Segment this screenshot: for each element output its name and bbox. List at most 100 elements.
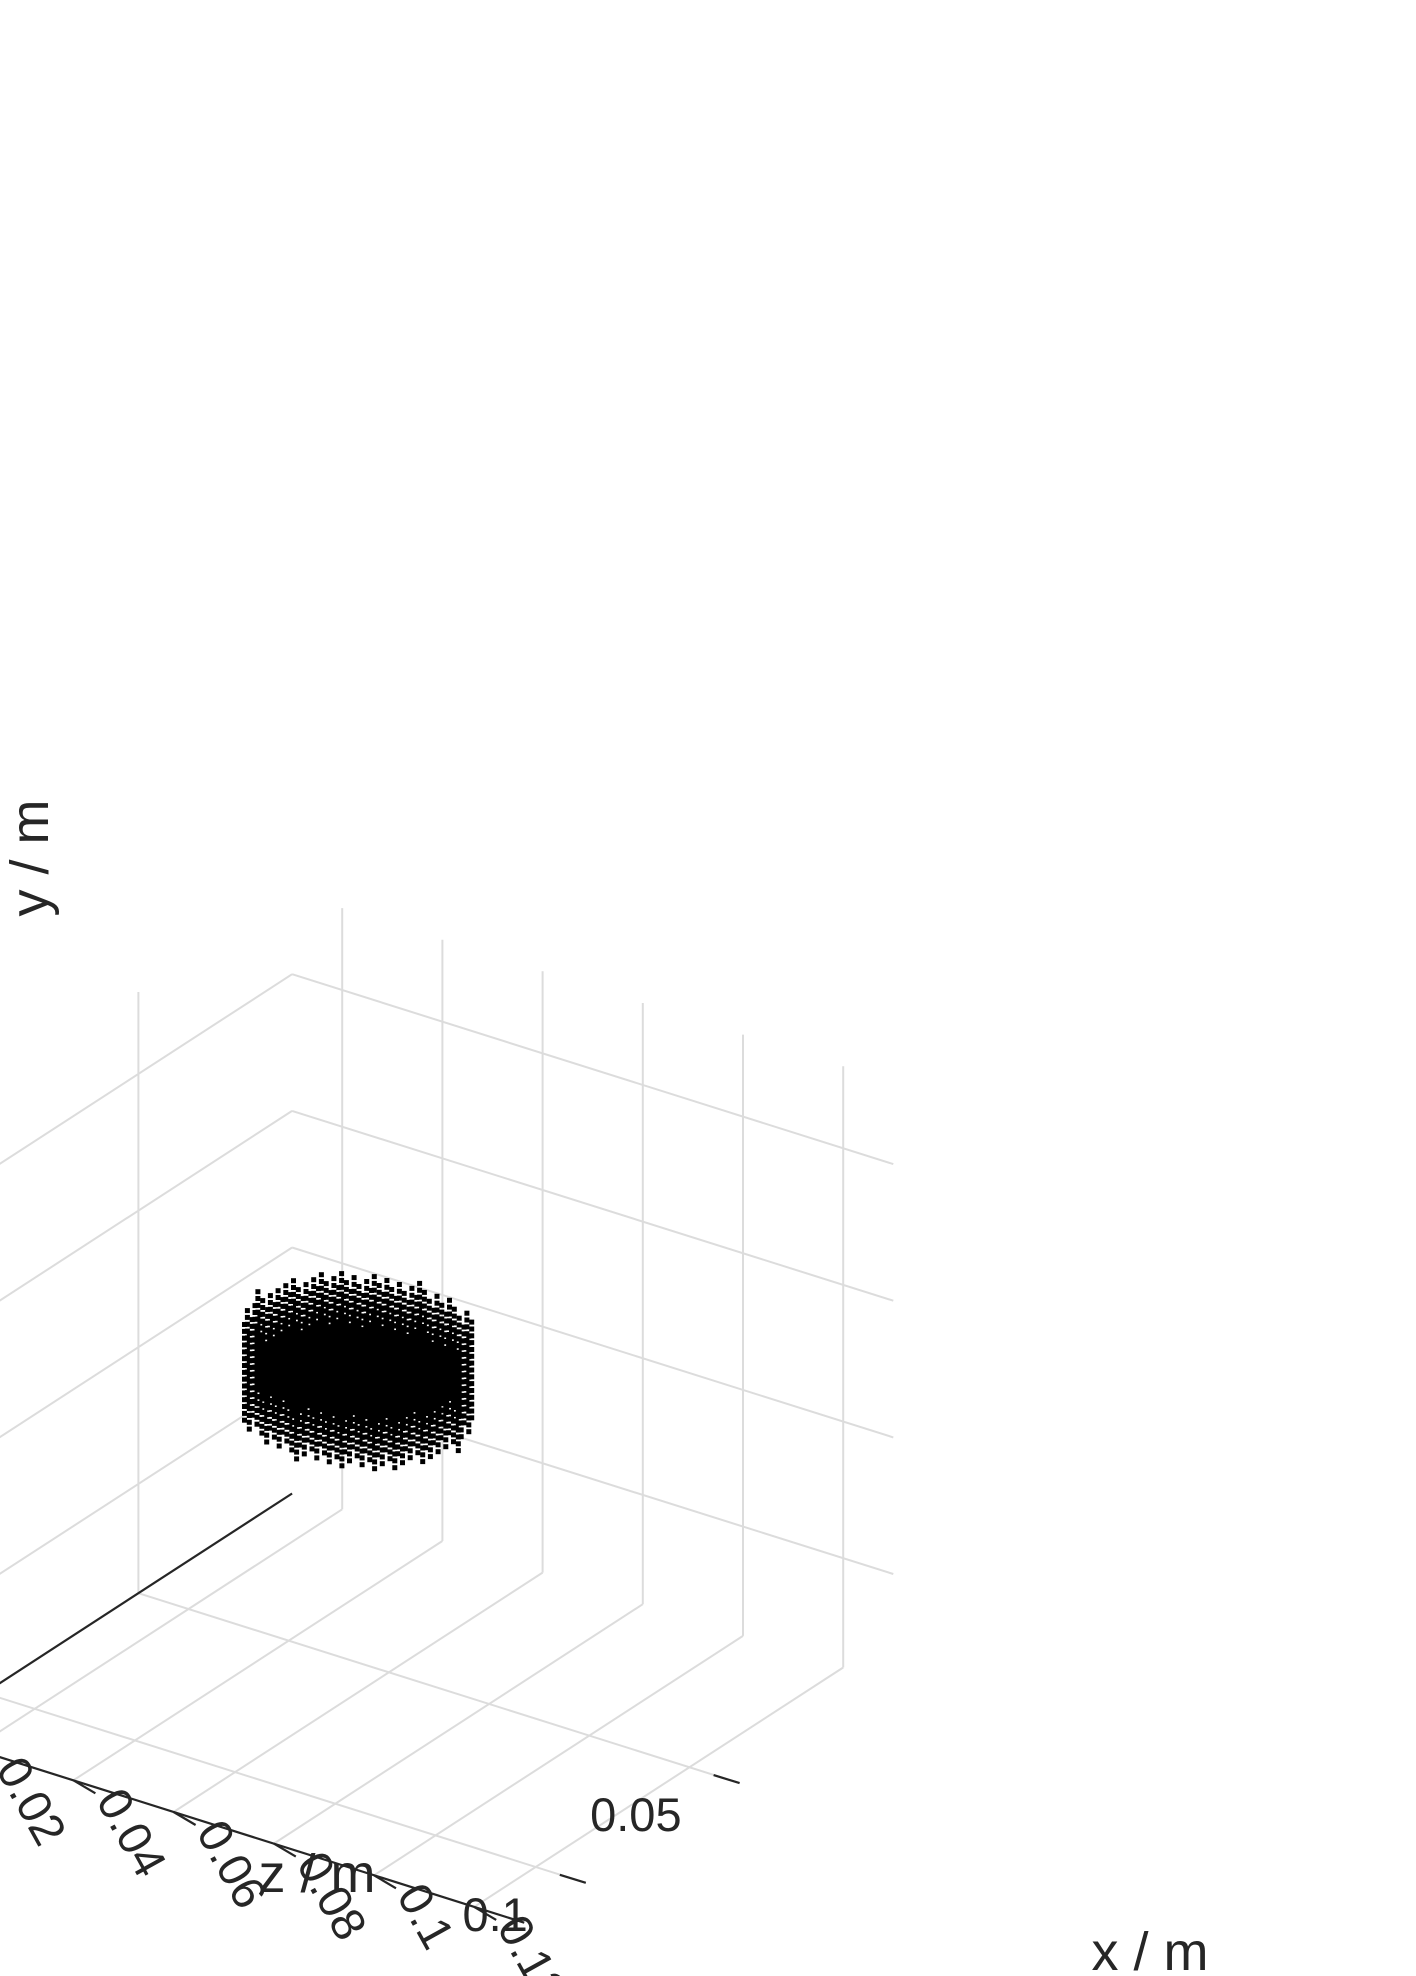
data-point bbox=[334, 1420, 340, 1426]
data-point bbox=[372, 1459, 378, 1465]
data-point bbox=[380, 1328, 386, 1334]
data-point bbox=[353, 1298, 359, 1303]
data-point bbox=[314, 1448, 320, 1454]
data-point bbox=[276, 1429, 282, 1435]
data-point bbox=[355, 1327, 361, 1333]
grid-line-y bbox=[0, 1110, 293, 1302]
data-point bbox=[351, 1288, 357, 1294]
data-point bbox=[310, 1314, 316, 1319]
data-point bbox=[301, 1389, 307, 1395]
data-point bbox=[349, 1362, 355, 1368]
data-point bbox=[385, 1351, 391, 1357]
data-point bbox=[276, 1416, 282, 1422]
data-point bbox=[456, 1322, 462, 1328]
data-point bbox=[296, 1422, 302, 1427]
data-point bbox=[379, 1386, 385, 1391]
data-point bbox=[354, 1453, 360, 1459]
data-point bbox=[334, 1447, 340, 1453]
data-point bbox=[375, 1326, 381, 1332]
data-point bbox=[400, 1385, 405, 1390]
data-point bbox=[299, 1332, 305, 1338]
data-point bbox=[349, 1417, 355, 1422]
data-point bbox=[311, 1284, 317, 1289]
data-point bbox=[320, 1331, 325, 1337]
data-point bbox=[438, 1401, 444, 1407]
data-point bbox=[443, 1355, 449, 1361]
data-point bbox=[409, 1285, 415, 1291]
data-point bbox=[271, 1373, 277, 1379]
grid-line-z bbox=[0, 1696, 587, 1884]
data-point bbox=[291, 1285, 296, 1290]
data-point bbox=[329, 1383, 335, 1389]
data-point bbox=[370, 1354, 376, 1360]
data-point bbox=[334, 1406, 340, 1412]
data-point bbox=[400, 1327, 406, 1333]
data-point bbox=[415, 1429, 421, 1435]
data-point bbox=[373, 1340, 378, 1346]
data-point bbox=[402, 1439, 408, 1445]
data-point bbox=[367, 1423, 373, 1429]
data-point bbox=[276, 1382, 282, 1387]
data-point bbox=[339, 1435, 345, 1441]
x-tick bbox=[373, 1874, 397, 1890]
data-point bbox=[455, 1373, 461, 1378]
data-point bbox=[379, 1379, 385, 1385]
data-point bbox=[407, 1380, 413, 1385]
data-point bbox=[304, 1362, 310, 1368]
data-point bbox=[276, 1368, 282, 1374]
data-point bbox=[400, 1364, 405, 1370]
data-point bbox=[301, 1396, 307, 1402]
data-point bbox=[310, 1327, 316, 1333]
data-point bbox=[363, 1322, 369, 1328]
grid-line-x bbox=[173, 1571, 544, 1813]
grid-line-x bbox=[373, 1635, 744, 1877]
data-point bbox=[289, 1379, 295, 1385]
data-point bbox=[372, 1418, 378, 1424]
data-point bbox=[398, 1304, 404, 1310]
data-point bbox=[374, 1424, 380, 1430]
data-point bbox=[430, 1419, 436, 1425]
data-point bbox=[380, 1335, 386, 1341]
data-point bbox=[309, 1405, 315, 1411]
data-point bbox=[336, 1298, 342, 1304]
data-point bbox=[279, 1374, 285, 1380]
data-point bbox=[359, 1421, 365, 1427]
data-point bbox=[349, 1430, 355, 1436]
data-point bbox=[342, 1367, 348, 1373]
data-point bbox=[362, 1441, 368, 1447]
data-point bbox=[435, 1442, 441, 1448]
data-point bbox=[356, 1284, 362, 1289]
data-point bbox=[430, 1358, 436, 1364]
data-point bbox=[435, 1374, 441, 1379]
data-point bbox=[367, 1402, 373, 1408]
data-point bbox=[302, 1332, 308, 1338]
data-point bbox=[453, 1329, 459, 1335]
data-point bbox=[323, 1294, 329, 1300]
data-point bbox=[382, 1351, 388, 1357]
data-point bbox=[409, 1299, 415, 1305]
data-point bbox=[323, 1281, 329, 1287]
data-point bbox=[421, 1333, 427, 1339]
data-point bbox=[387, 1456, 393, 1462]
data-point bbox=[326, 1425, 332, 1431]
data-point bbox=[329, 1438, 335, 1444]
data-point bbox=[271, 1338, 277, 1344]
data-point bbox=[382, 1399, 388, 1405]
data-point bbox=[313, 1300, 319, 1305]
data-point bbox=[402, 1377, 408, 1383]
data-point bbox=[246, 1385, 252, 1391]
data-point bbox=[354, 1405, 360, 1411]
data-point bbox=[254, 1408, 260, 1413]
data-point bbox=[402, 1384, 408, 1390]
data-point bbox=[339, 1388, 345, 1394]
data-point bbox=[413, 1345, 419, 1351]
data-point bbox=[354, 1385, 360, 1390]
data-point bbox=[367, 1450, 373, 1456]
data-point bbox=[469, 1401, 475, 1407]
data-point bbox=[400, 1439, 405, 1445]
data-point bbox=[299, 1339, 305, 1345]
data-point bbox=[361, 1299, 367, 1305]
grid-line-x bbox=[0, 1508, 343, 1733]
data-point bbox=[451, 1343, 456, 1349]
data-point bbox=[430, 1344, 436, 1350]
